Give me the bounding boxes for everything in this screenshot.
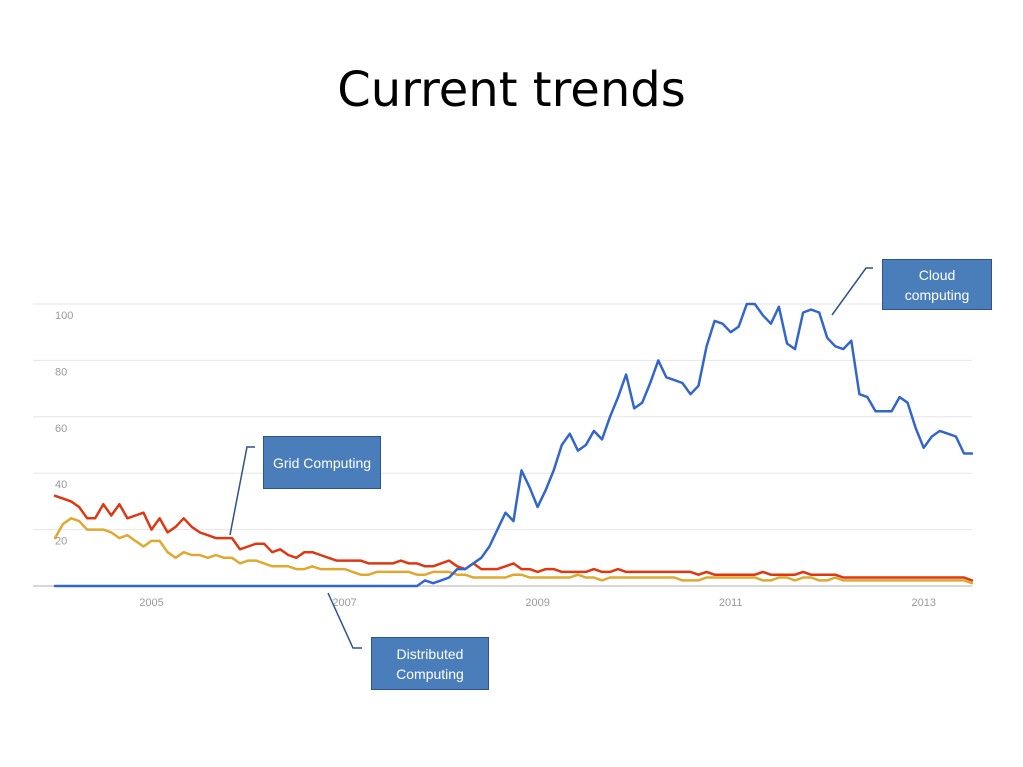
leader-grid	[229, 446, 255, 536]
y-tick-label: 40	[55, 479, 67, 491]
y-tick-label: 80	[55, 366, 67, 378]
gridlines	[33, 303, 972, 531]
callout-distributed: Distributed Computing	[371, 637, 489, 690]
slide-title: Current trends	[337, 62, 686, 118]
x-tick-label: 2013	[911, 597, 935, 609]
series-line-distributed	[53, 517, 974, 585]
callout-cloud: Cloud computing	[882, 259, 992, 310]
x-tick-label: 2005	[139, 597, 163, 609]
callout-leaders	[229, 267, 873, 649]
y-tick-labels: 100 80 60 40 20	[55, 310, 73, 548]
x-tick-label: 2007	[332, 597, 356, 609]
x-tick-label: 2011	[719, 597, 743, 609]
y-tick-label: 60	[55, 423, 67, 435]
y-tick-label: 20	[55, 536, 67, 548]
leader-distributed	[327, 592, 362, 649]
x-tick-labels: 2005 2007 2009 2011 2013	[139, 597, 936, 609]
series-line-cloud	[53, 302, 974, 588]
series-lines	[53, 302, 974, 588]
y-tick-label: 100	[55, 310, 73, 322]
callout-grid: Grid Computing	[263, 436, 381, 489]
leader-cloud	[831, 267, 873, 316]
x-tick-label: 2009	[525, 597, 549, 609]
series-line-grid	[53, 494, 974, 582]
